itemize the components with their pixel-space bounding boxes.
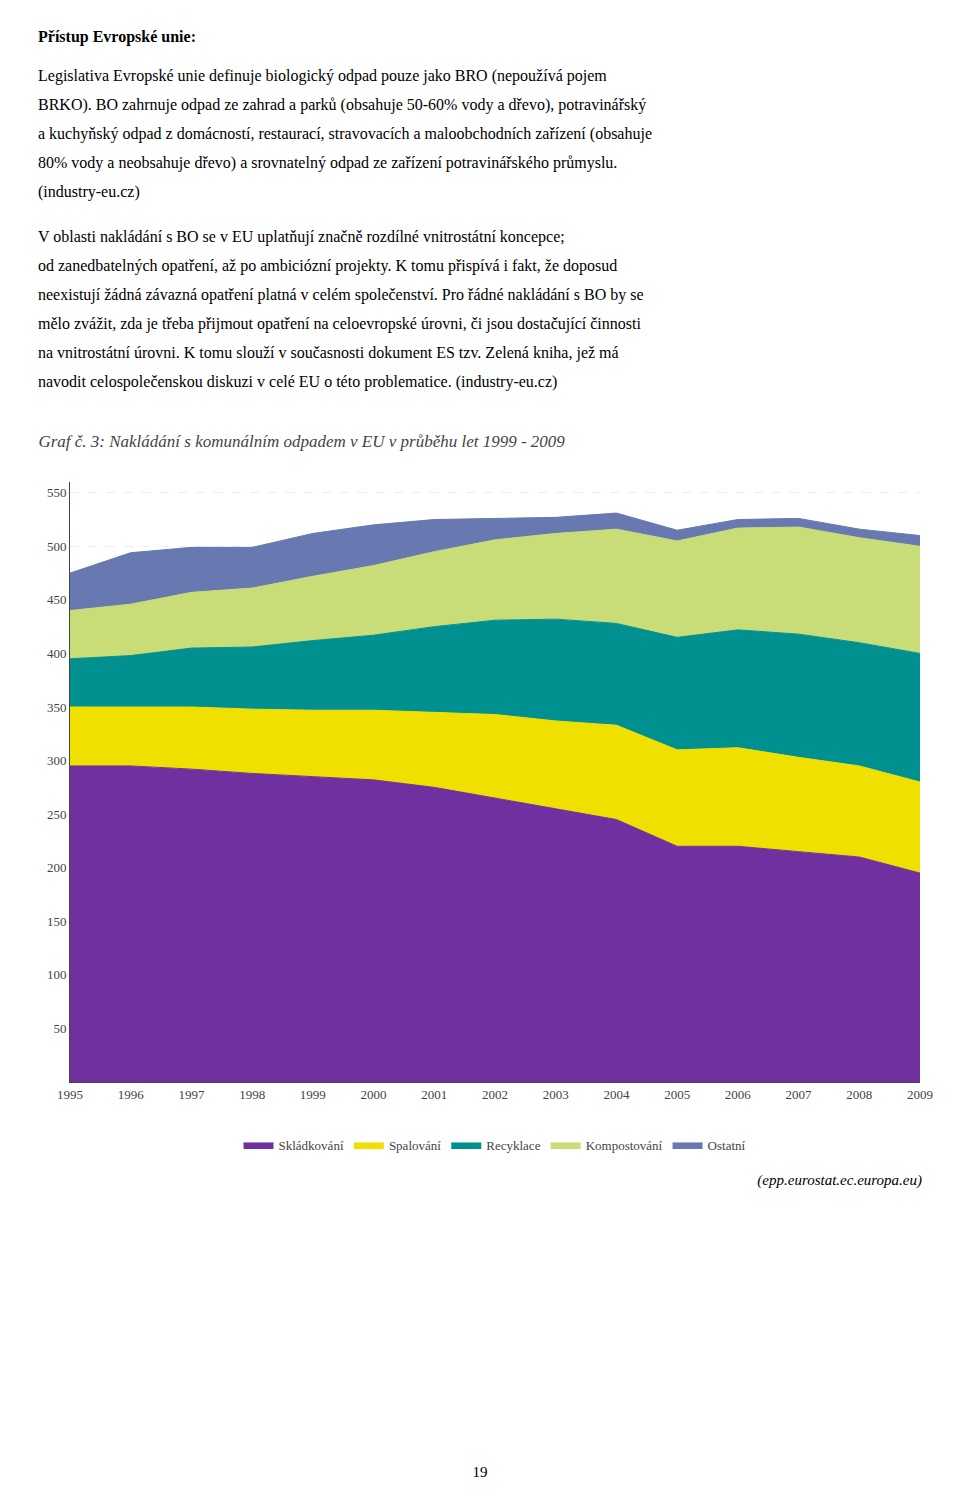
html-text:(industry-eu.cz): (industry-eu.cz) [38, 183, 140, 200]
svg-text:450: 450 [47, 592, 67, 607]
svg-text:1997: 1997 [178, 1087, 205, 1102]
html-text:(epp.eurostat.ec.europa.eu): (epp.eurostat.ec.europa.eu) [757, 1172, 922, 1188]
svg-text:1998: 1998 [239, 1087, 265, 1102]
svg-text:400: 400 [47, 646, 67, 661]
svg-text:1995: 1995 [57, 1087, 83, 1102]
svg-text:50: 50 [53, 1021, 66, 1036]
svg-text:Graf č. 3: Nakládání s komunál: Graf č. 3: Nakládání s komunálním odpade… [38, 432, 565, 451]
svg-text:1996: 1996 [118, 1087, 145, 1102]
svg-text:2000: 2000 [361, 1087, 387, 1102]
html-text:Přístup Evropské unie:: Přístup Evropské unie: [38, 28, 196, 45]
html-text:BRKO). BO zahrnuje odpad ze za: BRKO). BO zahrnuje odpad ze zahrad a par… [38, 96, 647, 113]
svg-text:2008: 2008 [846, 1087, 872, 1102]
html-text:navodit celospolečenskou disku: navodit celospolečenskou diskuzi v celé … [38, 373, 558, 390]
svg-text:200: 200 [47, 860, 67, 875]
html-text:od zanedbatelných opatření, až: od zanedbatelných opatření, až po ambici… [38, 257, 618, 274]
html-text:V oblasti nakládání s BO se v: V oblasti nakládání s BO se v EU uplatňu… [38, 228, 565, 245]
svg-text:500: 500 [47, 539, 67, 554]
html-text:mělo zvážit, zda je třeba přij: mělo zvážit, zda je třeba přijmout opatř… [38, 315, 641, 332]
html-text:a kuchyňský odpad z domácností: a kuchyňský odpad z domácností, restaura… [38, 125, 652, 142]
svg-text:2006: 2006 [725, 1087, 752, 1102]
html-text:neexistují žádná závazná opatř: neexistují žádná závazná opatření platná… [38, 286, 644, 303]
html-text:Legislativa Evropské unie defi: Legislativa Evropské unie definuje biolo… [38, 67, 607, 84]
svg-text:Recyklace: Recyklace [486, 1138, 540, 1153]
svg-text:2003: 2003 [543, 1087, 569, 1102]
svg-text:Kompostování: Kompostování [586, 1138, 663, 1153]
svg-text:2004: 2004 [603, 1087, 630, 1102]
svg-text:2002: 2002 [482, 1087, 508, 1102]
svg-text:350: 350 [47, 700, 67, 715]
html-text:80% vody a neobsahuje dřevo) a: 80% vody a neobsahuje dřevo) a srovnatel… [38, 154, 618, 171]
svg-text:Spalování: Spalování [389, 1138, 441, 1153]
svg-text:Ostatní: Ostatní [708, 1138, 746, 1153]
svg-text:250: 250 [47, 807, 67, 822]
svg-text:1999: 1999 [300, 1087, 326, 1102]
svg-text:Skládkování: Skládkování [279, 1138, 344, 1153]
html-text:na vnitrostátní úrovni. K tomu: na vnitrostátní úrovni. K tomu slouží v … [38, 344, 619, 361]
svg-text:550: 550 [47, 485, 67, 500]
svg-text:2007: 2007 [786, 1087, 813, 1102]
svg-text:300: 300 [47, 753, 67, 768]
svg-text:2005: 2005 [664, 1087, 690, 1102]
html-text:19: 19 [472, 1464, 488, 1480]
svg-text:2001: 2001 [421, 1087, 447, 1102]
svg-text:2009: 2009 [907, 1087, 933, 1102]
svg-text:150: 150 [47, 914, 67, 929]
svg-text:100: 100 [47, 967, 67, 982]
